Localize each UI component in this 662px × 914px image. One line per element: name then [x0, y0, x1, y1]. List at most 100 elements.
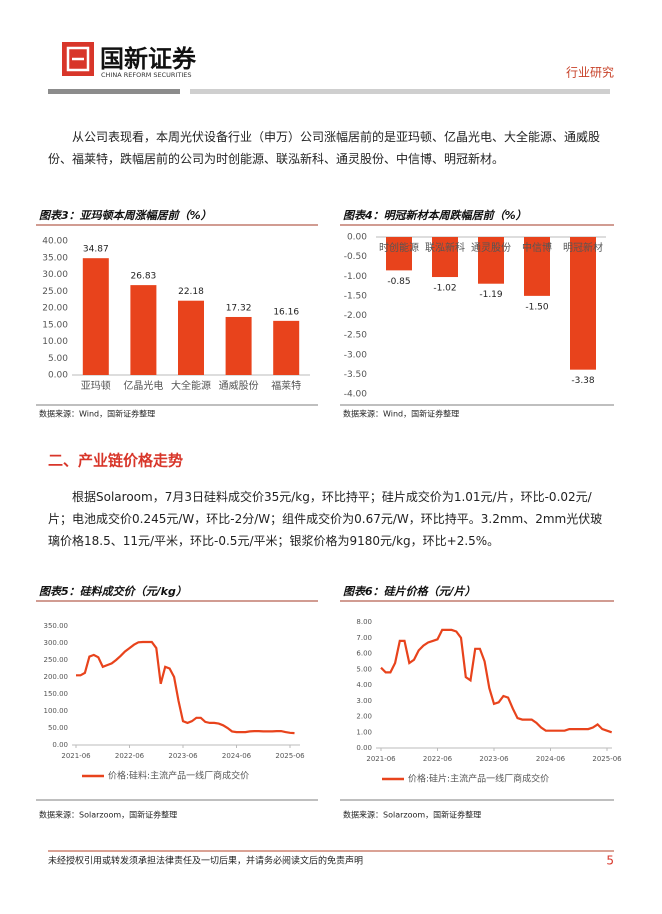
figure-source: 数据来源：Wind，国新证券整理 — [343, 409, 459, 419]
x-tick-label: 2025-06 — [592, 755, 622, 763]
bar — [524, 237, 550, 296]
y-tick-label: 15.00 — [42, 320, 68, 330]
bar — [386, 237, 412, 271]
brand-en: CHINA REFORM SECURITIES — [101, 71, 191, 79]
section-label: 行业研究 — [566, 65, 614, 80]
x-tick-label: 通威股份 — [219, 379, 259, 392]
legend-label: 价格:硅料:主流产品一线厂商成交价 — [108, 770, 249, 782]
y-tick-label: 30.00 — [42, 270, 68, 280]
y-tick-label: 3.00 — [356, 697, 372, 705]
x-tick-label: 中信博 — [522, 241, 552, 254]
x-tick-label: 亿晶光电 — [123, 379, 163, 392]
line — [76, 640, 295, 735]
x-tick-label: 2023-06 — [479, 755, 509, 763]
bar — [273, 320, 300, 375]
y-tick-label: -2.00 — [344, 311, 368, 321]
x-tick-label: 2021-06 — [61, 752, 91, 760]
y-tick-label: 0.00 — [347, 233, 367, 243]
disclaimer: 未经授权引用或转发须承担法律责任及一切后果，并请务必阅读文后的免责声明 — [48, 855, 363, 867]
x-tick-label: 2022-06 — [423, 755, 453, 763]
x-tick-label: 明冠新材 — [563, 241, 603, 254]
x-tick-label: 亚玛顿 — [81, 379, 111, 392]
y-tick-label: 300.00 — [44, 639, 69, 647]
x-tick-label: 2021-06 — [366, 755, 396, 763]
paragraph: 根据Solaroom，7月3日硅料成交价35元/kg，环比持平；硅片成交价为1.… — [48, 490, 603, 548]
header-rule — [190, 89, 610, 94]
page-number: 5 — [606, 854, 614, 868]
y-tick-label: -3.50 — [344, 370, 368, 380]
bar — [178, 300, 204, 375]
y-tick-label: 200.00 — [44, 673, 69, 681]
x-tick-label: 2022-06 — [115, 752, 145, 760]
data-label: 26.83 — [131, 272, 157, 282]
bar — [478, 237, 504, 284]
figure-source: 数据来源：Solarzoom，国新证券整理 — [39, 810, 177, 820]
x-tick-label: 2025-06 — [275, 752, 305, 760]
x-tick-label: 联泓新科 — [425, 241, 465, 254]
y-tick-label: 4.00 — [356, 681, 372, 689]
y-tick-label: 0.00 — [48, 371, 68, 381]
data-label: 34.87 — [83, 245, 109, 255]
data-label: 17.32 — [226, 303, 252, 313]
figure-source: 数据来源：Wind，国新证券整理 — [39, 409, 155, 419]
y-tick-label: -3.00 — [344, 350, 368, 360]
y-tick-label: 25.00 — [42, 287, 68, 297]
data-label: -1.50 — [525, 302, 549, 312]
figure-source: 数据来源：Solarzoom，国新证券整理 — [343, 810, 481, 820]
logo-icon-mark — [66, 46, 90, 72]
y-tick-label: 6.00 — [356, 650, 372, 658]
bar — [225, 316, 252, 375]
y-tick-label: 100.00 — [44, 707, 69, 715]
y-tick-label: -2.50 — [344, 331, 368, 341]
x-tick-label: 时创能源 — [379, 241, 419, 254]
brand: 国新证券 — [100, 45, 197, 73]
bar — [82, 258, 109, 375]
data-label: -3.38 — [571, 376, 595, 386]
y-tick-label: 10.00 — [42, 337, 68, 347]
y-tick-label: 40.00 — [42, 237, 68, 247]
y-tick-label: 5.00 — [356, 665, 372, 673]
figure-title: 图表5：硅料成交价（元/kg） — [39, 585, 187, 598]
x-tick-label: 大全能源 — [171, 379, 211, 392]
figure-title: 图表4：明冠新材本周跌幅居前（%） — [343, 209, 527, 222]
y-tick-label: 7.00 — [356, 634, 372, 642]
line — [380, 628, 613, 734]
y-tick-label: 2.00 — [356, 713, 372, 721]
x-tick-label: 2024-06 — [222, 752, 252, 760]
y-tick-label: -1.50 — [344, 291, 368, 301]
y-tick-label: 5.00 — [48, 354, 68, 364]
figure-title: 图表3：亚玛顿本周涨幅居前（%） — [39, 209, 212, 222]
data-label: -1.02 — [433, 284, 456, 294]
paragraph: 从公司表现看，本周光伏设备行业（申万）公司涨幅居前的是亚玛顿、亿晶光电、大全能源… — [48, 130, 601, 166]
y-tick-label: -0.50 — [344, 252, 368, 262]
y-tick-label: 20.00 — [42, 304, 68, 314]
y-tick-label: 0.00 — [356, 744, 372, 752]
y-tick-label: 8.00 — [356, 618, 372, 626]
data-label: -0.85 — [387, 277, 410, 287]
x-tick-label: 2024-06 — [536, 755, 566, 763]
y-tick-label: 150.00 — [44, 690, 69, 698]
bar — [432, 237, 458, 278]
section-heading: 二、产业链价格走势 — [48, 452, 183, 470]
data-label: -1.19 — [479, 290, 503, 300]
header-rule — [48, 89, 180, 94]
y-tick-label: 250.00 — [44, 656, 69, 664]
data-label: 16.16 — [273, 307, 299, 317]
y-tick-label: 350.00 — [44, 622, 69, 630]
data-label: 22.18 — [178, 287, 204, 297]
y-tick-label: 50.00 — [48, 724, 68, 732]
figure-title: 图表6：硅片价格（元/片） — [343, 585, 476, 598]
y-tick-label: 1.00 — [356, 728, 372, 736]
bar — [130, 285, 157, 375]
legend-label: 价格:硅片:主流产品一线厂商成交价 — [408, 773, 549, 785]
y-tick-label: -1.00 — [344, 272, 368, 282]
y-tick-label: -4.00 — [344, 390, 368, 400]
y-tick-label: 0.00 — [52, 741, 68, 749]
x-tick-label: 福莱特 — [271, 379, 301, 392]
x-tick-label: 通灵股份 — [471, 242, 511, 254]
bar — [570, 237, 596, 370]
y-tick-label: 35.00 — [42, 253, 68, 263]
x-tick-label: 2023-06 — [168, 752, 198, 760]
